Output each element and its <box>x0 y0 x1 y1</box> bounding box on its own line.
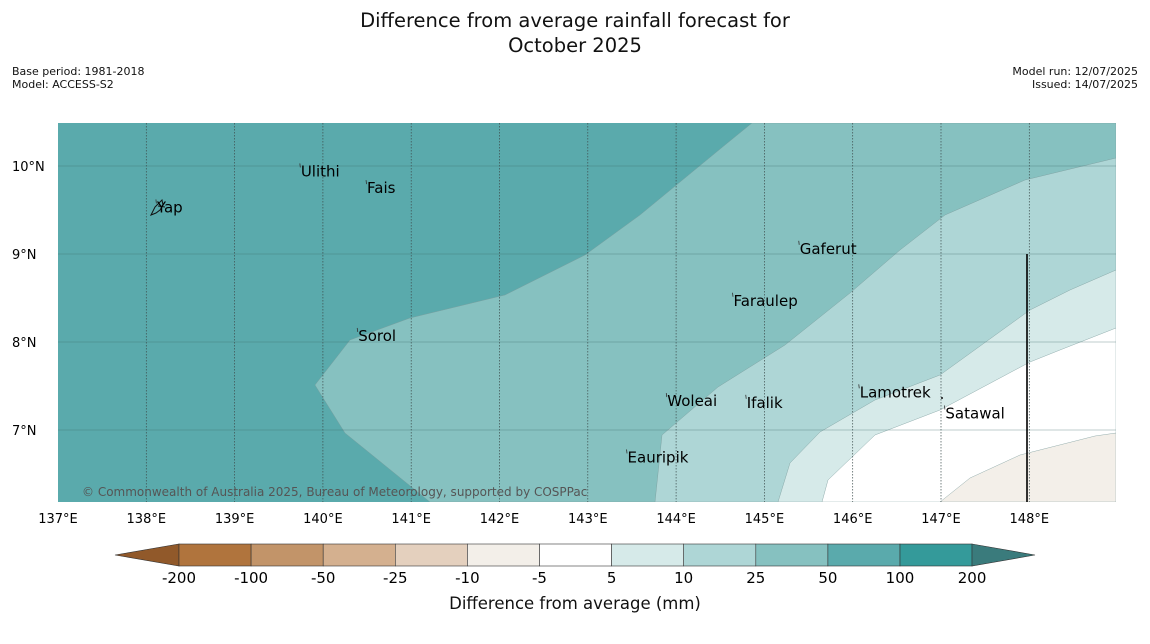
islet-marker <box>941 397 943 399</box>
place-label-eauripik: Eauripik <box>628 448 689 466</box>
lon-tick-label: 137°E <box>38 512 78 527</box>
model-name: Model: ACCESS-S2 <box>12 78 114 91</box>
copyright-note: © Commonwealth of Australia 2025, Bureau… <box>82 485 587 499</box>
place-marker <box>732 292 734 297</box>
lat-tick-label: 7°N <box>12 424 37 439</box>
issued-date: Issued: 14/07/2025 <box>1031 78 1138 91</box>
colorbar-cell <box>683 543 757 567</box>
lon-tick-label: 138°E <box>127 512 167 527</box>
place-marker <box>665 393 668 398</box>
place-marker <box>626 449 628 454</box>
colorbar-tick-label: -200 <box>162 569 196 587</box>
place-label-ifalik: Ifalik <box>747 394 783 412</box>
lon-tick-labels: 137°E 138°E 139°E 140°E 141°E 142°E 143°E 144°E… <box>38 512 1049 527</box>
place-marker <box>745 394 747 399</box>
colorbar: -200 -100 -50 -25 -10 -5 5 10 25 50 100 200 <box>114 543 1036 587</box>
colorbar-extension-high <box>971 543 1036 567</box>
lon-tick-label: 140°E <box>303 512 343 527</box>
colorbar-cell <box>899 543 973 567</box>
place-label-gaferut: Gaferut <box>800 240 857 258</box>
lat-tick-label: 10°N <box>12 160 45 175</box>
place-label-sorol: Sorol <box>358 327 396 345</box>
place-marker <box>798 240 800 245</box>
chart-title: Difference from average rainfall forecas… <box>0 8 1150 58</box>
colorbar-tick-label: -5 <box>532 569 547 587</box>
place-marker <box>858 384 860 389</box>
title-line-2: October 2025 <box>508 34 642 57</box>
place-label-woleai: Woleai <box>667 392 717 410</box>
model-run: Model run: 12/07/2025 <box>1012 65 1138 78</box>
lon-tick-label: 147°E <box>921 512 961 527</box>
colorbar-tick-label: 200 <box>958 569 987 587</box>
zone-minus10-minus5mm <box>939 432 1116 502</box>
lon-tick-label: 143°E <box>568 512 608 527</box>
colorbar-cell <box>467 543 540 567</box>
lon-tick-label: 146°E <box>833 512 873 527</box>
colorbar-tick-label: 25 <box>746 569 765 587</box>
title-line-1: Difference from average rainfall forecas… <box>360 9 790 32</box>
rainfall-contours <box>58 123 1116 502</box>
lon-tick-label: 144°E <box>656 512 696 527</box>
place-label-ulithi: Ulithi <box>301 162 340 180</box>
yap-island-outline <box>149 198 166 216</box>
lon-tick-label: 139°E <box>215 512 255 527</box>
meta-right: Model run: 12/07/2025 Issued: 14/07/2025 <box>1012 65 1138 91</box>
colorbar-cell <box>539 543 612 567</box>
colorbar-cell <box>755 543 829 567</box>
colorbar-extension-low <box>114 543 180 567</box>
colorbar-cell <box>827 543 901 567</box>
lat-tick-label: 9°N <box>12 248 37 263</box>
colorbar-tick-label: 10 <box>674 569 693 587</box>
meta-left: Base period: 1981-2018 Model: ACCESS-S2 <box>12 65 144 91</box>
lon-tick-label: 148°E <box>1010 512 1050 527</box>
colorbar-tick-label: -10 <box>455 569 480 587</box>
base-period: Base period: 1981-2018 <box>12 65 145 78</box>
lon-tick-label: 141°E <box>391 512 431 527</box>
place-label-fais: Fais <box>367 179 396 197</box>
colorbar-cell <box>178 543 252 567</box>
colorbar-tick-label: 50 <box>818 569 837 587</box>
place-labels: Ulithi Fais Yap Gaferut Faraulep Sorol Woleai I… <box>155 162 1005 466</box>
place-label-yap: Yap <box>156 198 183 216</box>
place-marker <box>155 199 157 204</box>
place-marker <box>944 405 946 410</box>
colorbar-tick-label: -50 <box>311 569 336 587</box>
lat-tick-label: 8°N <box>12 336 37 351</box>
colorbar-tick-label: -100 <box>234 569 268 587</box>
colorbar-cell <box>322 543 396 567</box>
colorbar-label: Difference from average (mm) <box>449 594 701 613</box>
colorbar-cell <box>250 543 324 567</box>
place-marker <box>299 163 301 168</box>
place-label-satawal: Satawal <box>945 404 1004 422</box>
graticule <box>58 123 1116 502</box>
colorbar-tick-label: 5 <box>607 569 617 587</box>
place-label-faraulep: Faraulep <box>733 292 797 310</box>
colorbar-cell <box>611 543 684 567</box>
colorbar-tick-label: -25 <box>383 569 408 587</box>
colorbar-tick-label: 100 <box>886 569 915 587</box>
place-marker <box>365 180 367 185</box>
colorbar-cell <box>394 543 468 567</box>
lon-tick-label: 145°E <box>745 512 785 527</box>
place-label-lamotrek: Lamotrek <box>860 383 931 401</box>
place-marker <box>356 327 359 333</box>
lon-tick-label: 142°E <box>480 512 520 527</box>
lat-tick-labels: 10°N 9°N 8°N 7°N <box>12 160 45 439</box>
